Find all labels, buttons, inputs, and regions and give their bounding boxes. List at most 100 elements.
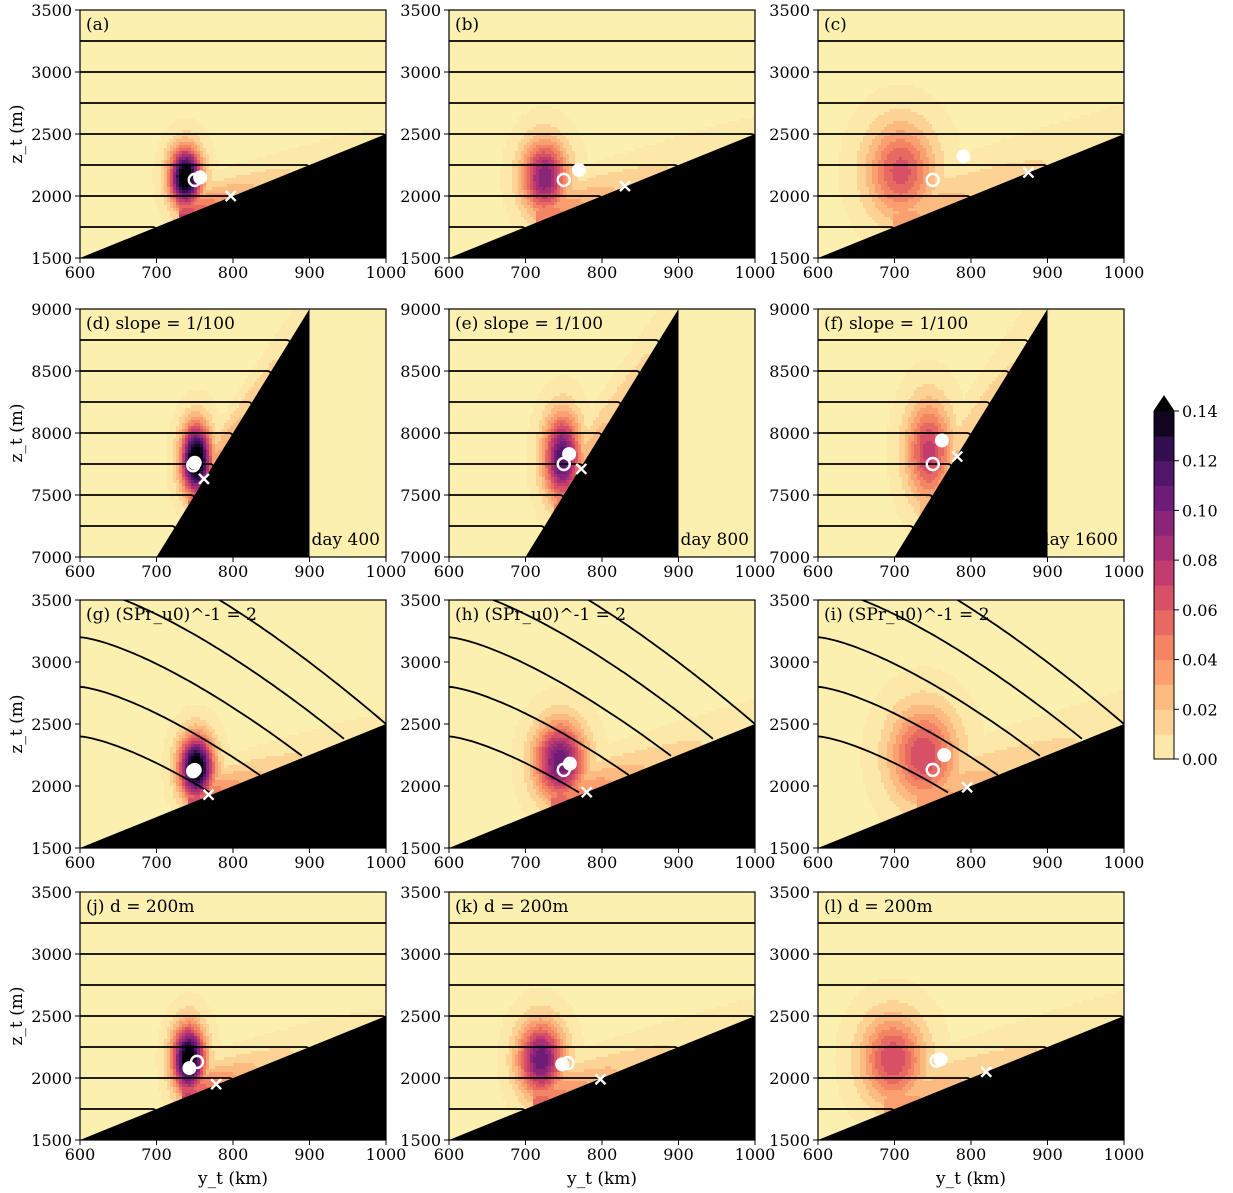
panel-label: (i) (SPr_u0)^-1 = 2 [824, 605, 990, 625]
panel-label: (e) slope = 1/100 [455, 314, 603, 334]
seafloor [80, 134, 386, 258]
contour-line [80, 636, 303, 757]
y-tick-label: 9000 [31, 300, 72, 319]
day-label: day 400 [312, 1113, 380, 1133]
contour-line [818, 735, 949, 794]
filled-circle-marker [572, 162, 587, 177]
contour-line [121, 600, 345, 740]
y-tick-label: 1500 [769, 839, 810, 858]
y-tick-label: 3500 [769, 591, 810, 610]
y-tick-label: 8500 [769, 362, 810, 381]
x-tick-label: 900 [663, 562, 694, 581]
filled-circle-marker [555, 1057, 570, 1072]
seafloor [818, 134, 1124, 258]
x-tick-label: 700 [510, 562, 541, 581]
y-tick-label: 2500 [400, 125, 441, 144]
x-tick-label: 700 [879, 853, 910, 872]
y-tick-label: 8500 [400, 362, 441, 381]
x-tick-label: 1000 [735, 1145, 776, 1164]
panel: 600 700 800 900 1000 1500 2000 2500 3000 3500 (l) … [769, 883, 1144, 1189]
y-axis-label: z_t (m) [7, 104, 27, 163]
contour-line [449, 735, 580, 794]
x-axis-label: y_t (km) [566, 1169, 637, 1189]
contour-line [217, 600, 386, 725]
seafloor [818, 1016, 1124, 1140]
x-tick-label: 600 [803, 263, 834, 282]
x-tick-label: 600 [803, 853, 834, 872]
x-tick-label: 800 [218, 853, 249, 872]
filled-circle-marker [937, 748, 952, 762]
panel-label: (a) [86, 15, 109, 35]
panel-label: (j) d = 200m [86, 897, 194, 917]
panel: 600 700 800 900 1000 7000 7500 8000 8500 9000 (f) … [769, 300, 1144, 581]
x-tick-label: 700 [510, 263, 541, 282]
x-tick-label: 1000 [1104, 263, 1145, 282]
panel-label: (c) [824, 15, 847, 35]
x-tick-label: 1000 [366, 263, 407, 282]
y-tick-label: 1500 [31, 1131, 72, 1150]
y-tick-label: 7500 [31, 486, 72, 505]
colorbar-tick-label: 0.00 [1182, 750, 1218, 769]
x-tick-label: 800 [218, 562, 249, 581]
filled-circle-marker [956, 149, 971, 164]
contour-line [818, 685, 999, 776]
panel-plot-area [818, 600, 1124, 848]
x-tick-label: 800 [587, 263, 618, 282]
y-axis-label: z_t (m) [7, 694, 27, 753]
panel-plot-area [449, 892, 755, 1140]
y-tick-label: 9000 [769, 300, 810, 319]
y-axis-label: z_t (m) [7, 986, 27, 1045]
x-tick-label: 1000 [366, 1145, 407, 1164]
y-tick-label: 7000 [31, 548, 72, 567]
x-tick-label: 600 [434, 1145, 465, 1164]
filled-circle-marker [193, 170, 208, 185]
y-tick-label: 2500 [31, 125, 72, 144]
x-tick-label: 700 [879, 1145, 910, 1164]
colorbar-band [1154, 535, 1174, 561]
y-tick-label: 2000 [769, 187, 810, 206]
colorbar-frame [1153, 395, 1175, 760]
cross-marker [580, 786, 593, 799]
panel-plot-area [818, 892, 1124, 1140]
day-label: day 800 [681, 821, 749, 841]
y-tick-label: 3000 [400, 653, 441, 672]
x-tick-label: 1000 [366, 562, 407, 581]
y-tick-label: 2000 [769, 1069, 810, 1088]
y-tick-label: 2500 [769, 125, 810, 144]
cross-marker [961, 781, 974, 794]
colorbar-extend-arrow [1154, 396, 1174, 411]
y-tick-label: 7500 [400, 486, 441, 505]
tracer-field [512, 687, 755, 838]
contour-line [449, 685, 630, 776]
panel: 600 700 800 900 1000 1500 2000 2500 3000 3500 (g) … [7, 591, 406, 872]
contour-line [955, 600, 1124, 725]
cross-marker [210, 1078, 223, 1091]
seafloor [894, 309, 1048, 557]
y-tick-label: 2000 [400, 777, 441, 796]
y-tick-label: 1500 [400, 249, 441, 268]
panel-plot-area [449, 309, 755, 557]
day-label: day 1600 [1039, 821, 1118, 841]
x-tick-label: 1000 [1104, 1145, 1145, 1164]
y-tick-label: 3500 [31, 883, 72, 902]
x-tick-label: 1000 [735, 853, 776, 872]
cross-marker [594, 1073, 607, 1086]
y-tick-label: 2000 [400, 1069, 441, 1088]
x-tick-label: 700 [510, 853, 541, 872]
x-tick-label: 900 [1032, 263, 1063, 282]
x-tick-label: 700 [879, 562, 910, 581]
panel-plot-area [80, 10, 386, 258]
day-label: day 1600 [1039, 530, 1118, 550]
cross-marker [951, 450, 964, 463]
y-tick-label: 3500 [31, 591, 72, 610]
x-tick-label: 800 [956, 853, 987, 872]
day-label: day 1600 [1039, 1113, 1118, 1133]
y-tick-label: 2000 [31, 777, 72, 796]
panel: 600 700 800 900 1000 1500 2000 2500 3000 3500 (k) … [400, 883, 775, 1189]
panel-plot-area [818, 309, 1124, 557]
colorbar-band [1154, 510, 1174, 536]
filled-circle-marker [933, 1052, 948, 1067]
colorbar-band [1154, 585, 1174, 611]
x-tick-label: 700 [141, 263, 172, 282]
y-tick-label: 1500 [31, 249, 72, 268]
